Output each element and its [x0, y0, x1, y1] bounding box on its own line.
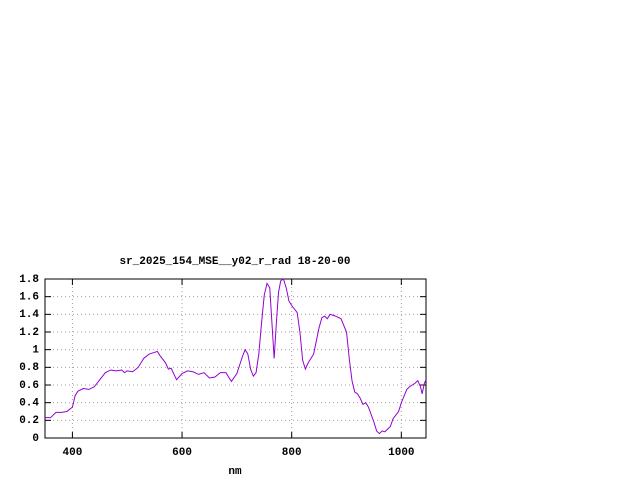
y-tick-label: 0 — [32, 433, 39, 445]
x-tick-label: 600 — [172, 447, 192, 459]
x-tick-label: 800 — [282, 447, 302, 459]
y-tick-label: 0.2 — [19, 415, 39, 427]
y-tick-label: 1.6 — [19, 292, 39, 304]
x-tick-label: 1000 — [388, 447, 414, 459]
chart-title: sr_2025_154_MSE__y02_r_rad 18-20-00 — [119, 256, 350, 268]
x-axis-label: nm — [228, 466, 242, 478]
y-tick-label: 1.4 — [19, 309, 39, 321]
data-line — [45, 278, 427, 435]
x-tick-label: 400 — [63, 447, 83, 459]
y-tick-label: 1 — [32, 345, 39, 357]
plot-frame — [44, 278, 427, 439]
y-tick-label: 0.8 — [19, 362, 39, 374]
y-tick-label: 1.2 — [19, 327, 39, 339]
y-tick-label: 0.4 — [19, 398, 39, 410]
y-tick-label: 0.6 — [19, 380, 39, 392]
y-tick-label: 1.8 — [19, 274, 39, 286]
